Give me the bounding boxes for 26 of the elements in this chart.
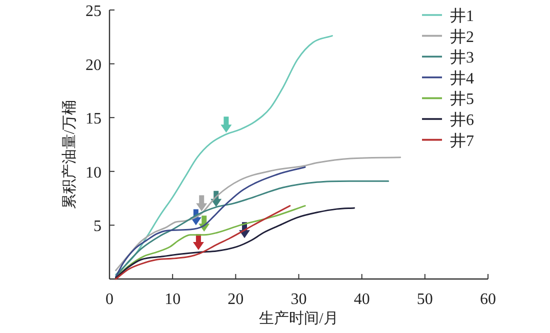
line-series: [115, 156, 402, 272]
y-tick-label: 15: [86, 110, 102, 128]
y-tick-label: 25: [86, 3, 102, 20]
legend-label: 井4: [450, 69, 474, 88]
y-tick-label: 5: [94, 218, 102, 236]
x-tick-label: 10: [164, 291, 181, 308]
legend-label: 井3: [450, 48, 474, 67]
line-series: [115, 180, 390, 278]
x-tick-label: 60: [480, 291, 496, 308]
line-series: [115, 166, 306, 278]
legend-label: 井7: [450, 132, 474, 150]
x-axis-title: 生产时间/月: [259, 310, 338, 327]
legend-label: 井5: [450, 90, 474, 108]
x-tick-label: 20: [228, 291, 244, 308]
legend-label: 井1: [450, 7, 474, 25]
line-series: [115, 35, 333, 276]
x-tick-label: 50: [416, 291, 433, 308]
y-tick-label: 20: [86, 56, 102, 74]
legend-label: 井2: [450, 28, 474, 46]
line-series: [115, 207, 356, 279]
y-axis-title: 累积产油量/万桶: [61, 100, 78, 210]
x-tick-label: 0: [106, 291, 114, 308]
legend-label: 井6: [450, 111, 474, 129]
y-tick-label: 10: [86, 164, 102, 182]
x-tick-label: 40: [354, 291, 370, 308]
x-tick-label: 30: [290, 291, 307, 308]
